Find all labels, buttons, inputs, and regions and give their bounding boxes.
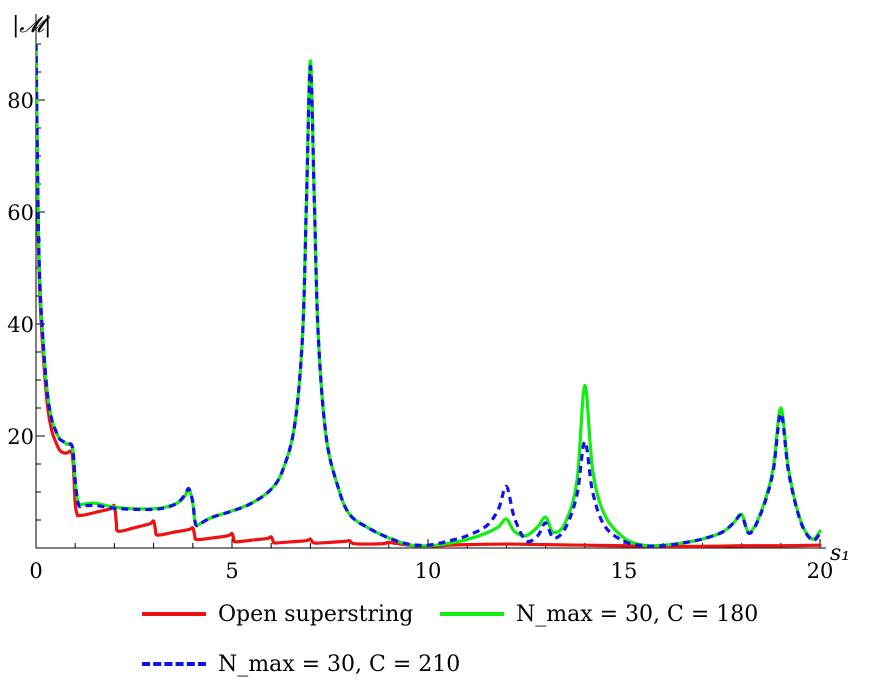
legend-label: N_max = 30, C = 210 [218, 651, 461, 677]
legend-label: N_max = 30, C = 180 [516, 601, 759, 627]
y-tick-label: 60 [7, 201, 34, 225]
legend-item-open-superstring: Open superstring [142, 594, 413, 634]
legend-swatch-green [440, 612, 504, 616]
series-line-open-superstring [36, 42, 822, 548]
legend: Open superstring N_max = 30, C = 180 N_m… [0, 582, 872, 689]
series-line-c180 [36, 42, 822, 548]
x-tick-label: 10 [415, 559, 442, 582]
y-axis-title: |𝓜| [12, 13, 51, 38]
y-tick-label: 20 [7, 425, 34, 449]
x-tick-label: 20 [807, 559, 834, 582]
series-layer [36, 42, 822, 548]
series-line-c210 [36, 43, 822, 548]
legend-swatch-blue-dashed [142, 662, 206, 666]
legend-item-c180: N_max = 30, C = 180 [440, 594, 758, 634]
x-axis-title: s₁ [830, 541, 850, 566]
axes: 0 5 10 15 20 20 40 60 80 [7, 14, 833, 582]
line-chart: 0 5 10 15 20 20 40 60 80 |𝓜| s₁ [7, 13, 850, 582]
y-tick-label: 80 [7, 89, 34, 113]
y-tick-label: 40 [7, 313, 34, 337]
x-tick-label: 5 [225, 559, 238, 582]
x-tick-label: 15 [611, 559, 638, 582]
legend-label: Open superstring [218, 601, 414, 627]
x-tick-label: 0 [29, 559, 42, 582]
legend-item-c210: N_max = 30, C = 210 [142, 644, 460, 684]
legend-swatch-red [142, 612, 206, 616]
